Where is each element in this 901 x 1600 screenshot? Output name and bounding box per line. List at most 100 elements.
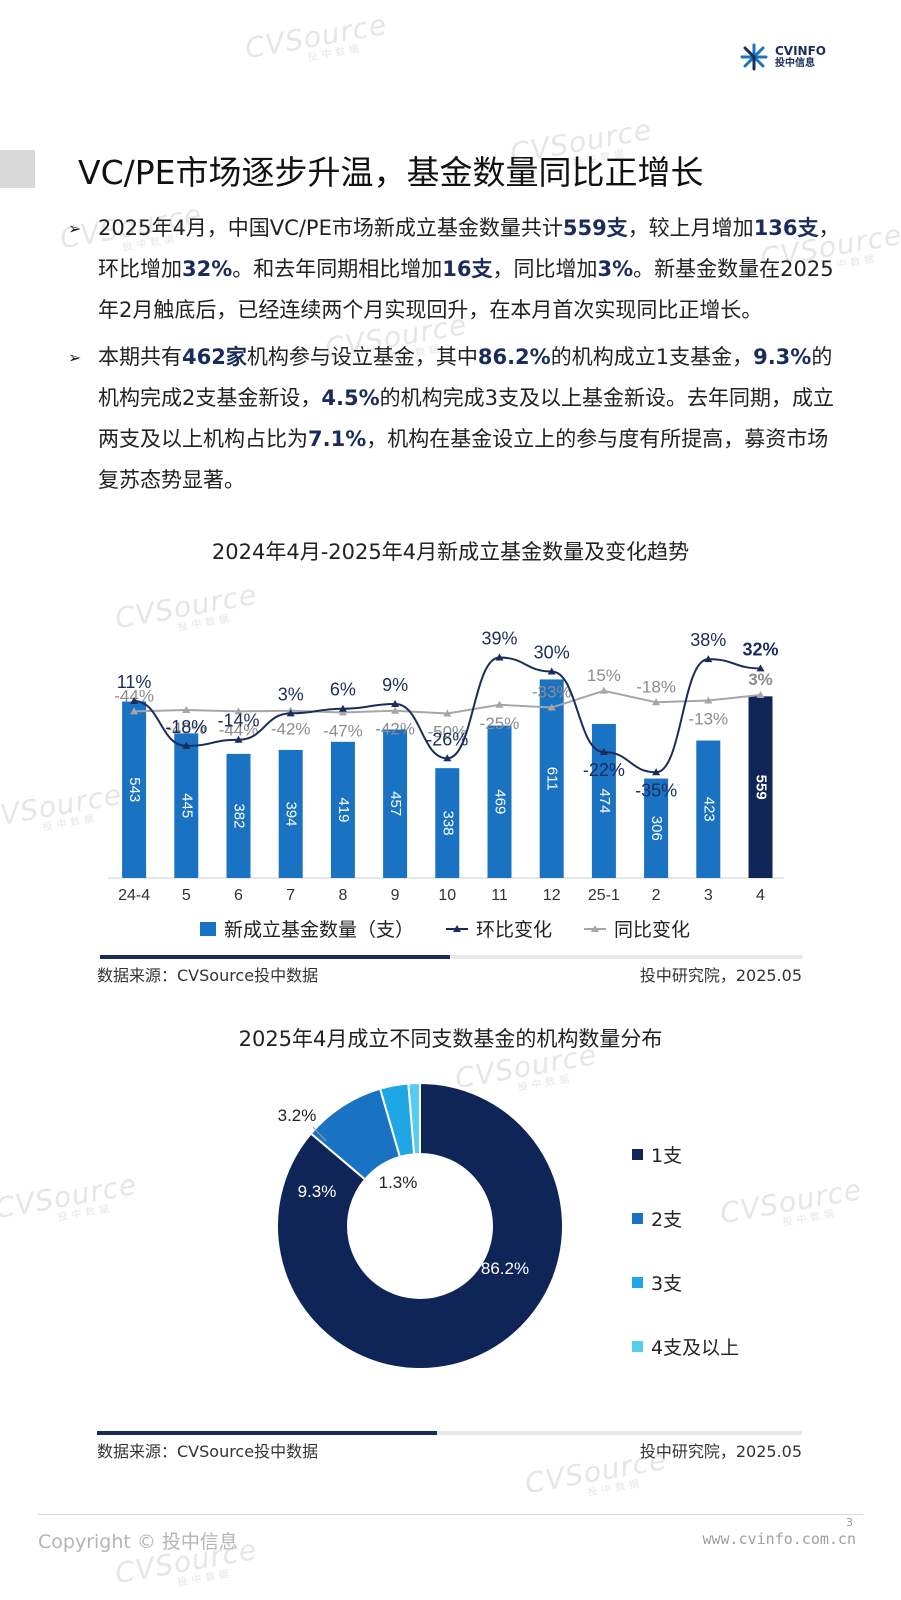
yoy-marker	[130, 707, 139, 715]
logo-line2: 投中信息	[775, 57, 815, 69]
yoy-marker	[599, 686, 608, 694]
legend-swatch	[632, 1148, 643, 1160]
bar-value-label: 469	[492, 789, 509, 814]
highlight-value: 4.5%	[321, 386, 380, 410]
legend-label: 3支	[651, 1272, 683, 1295]
site-url[interactable]: www.cvinfo.com.cn	[702, 1530, 856, 1548]
legend-line-swatch	[446, 924, 469, 932]
legend-label: 4支及以上	[651, 1336, 740, 1359]
source-left: 数据来源：CVSource投中数据	[97, 1442, 319, 1461]
slice-label: 9.3%	[298, 1182, 337, 1201]
yoy-data-label: -47%	[323, 721, 363, 740]
page-number: 3	[846, 1516, 853, 1529]
bullet-text: 本期共有462家机构参与设立基金，其中86.2%的机构成立1支基金，9.3%的机…	[98, 345, 834, 492]
mom-marker	[547, 667, 556, 675]
mom-marker	[286, 709, 295, 717]
slice-label: 86.2%	[481, 1259, 529, 1278]
yoy-marker	[391, 706, 400, 714]
chart-legend: 新成立基金数量（支） 环比变化 同比变化	[200, 915, 690, 942]
bar-value-label: 445	[178, 793, 195, 818]
watermark: CVSource 投中数据	[242, 7, 390, 66]
mom-data-label: 6%	[330, 680, 356, 700]
mom-marker	[182, 741, 191, 749]
legend-swatch	[632, 1340, 643, 1352]
yoy-data-label: -42%	[375, 720, 415, 739]
highlight-value: 559支	[562, 216, 628, 240]
bar	[174, 733, 199, 878]
mom-marker	[599, 748, 608, 756]
pie-legend-item: 3支	[632, 1250, 739, 1314]
bar-value-label: 611	[544, 767, 561, 791]
yoy-data-label: -42%	[271, 720, 311, 739]
bar	[435, 768, 460, 878]
bar-value-label: 338	[439, 811, 456, 836]
yoy-data-label: -33%	[532, 683, 572, 702]
mom-marker	[756, 664, 765, 672]
yoy-marker	[652, 698, 661, 706]
source-divider	[100, 955, 803, 959]
bar-value-label: 474	[596, 788, 613, 813]
bar	[383, 729, 408, 878]
logo-line1: CVINFO	[775, 43, 826, 58]
highlight-value: 136支	[753, 216, 819, 240]
arrow-bullet-icon: ➢	[68, 219, 82, 238]
legend-label: 2支	[651, 1208, 683, 1231]
x-tick-label: 9	[391, 887, 400, 900]
x-tick-label: 5	[182, 887, 191, 900]
legend-swatch	[632, 1212, 643, 1224]
donut-chart: 86.2% 9.3% 3.2% 1.3%	[276, 1081, 564, 1370]
donut-slice	[407, 1081, 421, 1156]
source-divider-accent	[97, 1431, 437, 1435]
source-divider	[97, 1431, 802, 1435]
bar	[122, 701, 147, 878]
bar	[226, 753, 251, 878]
bar	[487, 725, 512, 878]
mom-data-label: -26%	[426, 729, 468, 749]
legend-label: 新成立基金数量（支）	[224, 919, 415, 941]
title-tag-block	[0, 150, 35, 188]
yoy-data-label: 3%	[748, 670, 773, 689]
yoy-marker	[338, 708, 347, 716]
source-row: 数据来源：CVSource投中数据 投中研究院，2025.05	[97, 1438, 802, 1462]
bar	[539, 679, 564, 878]
mom-data-label: -14%	[217, 711, 259, 731]
yoy-data-label: -44%	[114, 686, 154, 705]
bar-value-label: 543	[126, 777, 143, 802]
yoy-marker	[704, 696, 713, 704]
yoy-data-label: -13%	[688, 710, 728, 729]
mom-marker	[443, 754, 452, 762]
bar-value-label: 457	[387, 791, 404, 816]
yoy-data-label: -25%	[480, 714, 520, 733]
text-segment: 。和去年同期相比增加	[232, 257, 443, 281]
text-segment: ，较上月增加	[627, 216, 754, 240]
bar-value-label: 423	[700, 797, 717, 822]
x-tick-label: 10	[438, 887, 456, 900]
slice-label: 3.2%	[278, 1106, 317, 1125]
bar-value-label: 394	[283, 801, 300, 826]
source-divider-accent	[100, 955, 450, 959]
yoy-marker	[234, 707, 243, 715]
pie-legend-item: 2支	[632, 1186, 739, 1250]
bar-value-label: 419	[335, 797, 352, 822]
mom-data-label: -18%	[165, 717, 207, 737]
text-segment: 机构参与设立基金，其中	[246, 345, 478, 369]
source-right: 投中研究院，2025.05	[639, 966, 802, 985]
legend-line-swatch	[584, 924, 607, 932]
x-tick-label: 11	[491, 887, 508, 900]
watermark: CVSource 投中数据	[0, 1167, 140, 1226]
source-left: 数据来源：CVSource投中数据	[97, 966, 319, 985]
mom-marker	[495, 653, 504, 661]
mom-data-label: 3%	[278, 684, 304, 704]
mom-data-label: 38%	[690, 630, 726, 650]
highlight-value: 462家	[182, 345, 247, 369]
legend-bar-swatch	[200, 921, 216, 936]
combo-chart: 543 24-4 445 5 382 6 394 7 419 8 457 9 338 10 469 11 611…	[108, 629, 784, 900]
bar	[644, 778, 669, 878]
highlight-value: 7.1%	[308, 427, 367, 451]
bar	[330, 741, 355, 878]
highlight-value: 16支	[442, 257, 493, 281]
footer-divider	[38, 1514, 863, 1515]
highlight-value: 3%	[597, 257, 634, 281]
yoy-data-label: 15%	[587, 666, 621, 685]
yoy-data-label: -44%	[219, 720, 259, 739]
